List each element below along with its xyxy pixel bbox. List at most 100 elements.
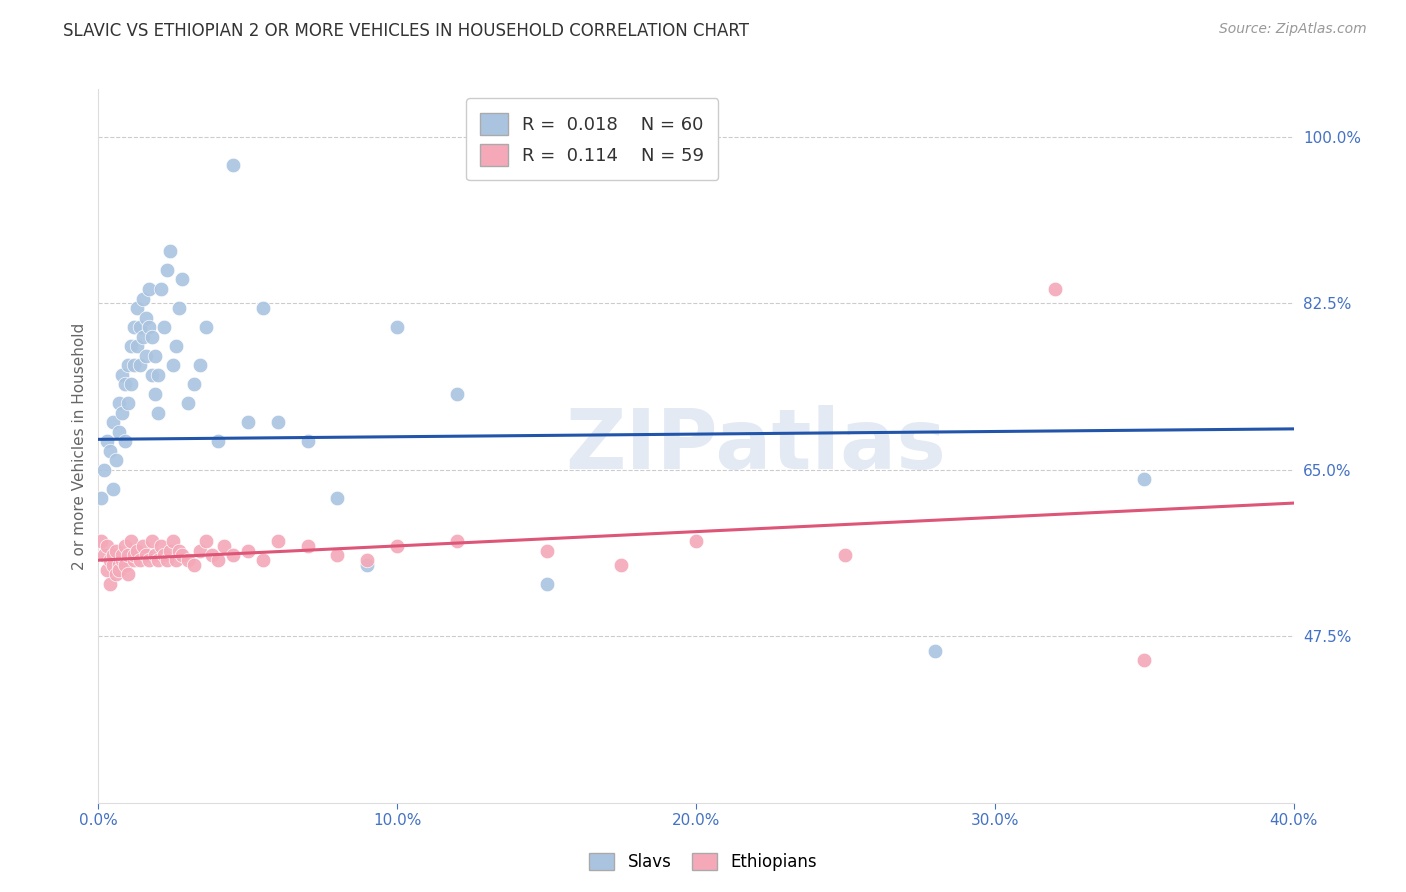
Point <box>127 339 149 353</box>
Y-axis label: 2 or more Vehicles in Household: 2 or more Vehicles in Household <box>72 322 87 570</box>
Point <box>96 563 118 577</box>
Point <box>183 377 205 392</box>
Point <box>143 349 166 363</box>
Point <box>188 543 211 558</box>
Point <box>114 539 136 553</box>
Point <box>222 549 245 563</box>
Point <box>183 558 205 572</box>
Point <box>103 415 125 429</box>
Point <box>156 263 179 277</box>
Point <box>172 272 194 286</box>
Point <box>129 553 152 567</box>
Point <box>446 534 468 549</box>
Point <box>96 539 118 553</box>
Point <box>167 543 190 558</box>
Point <box>148 553 170 567</box>
Point <box>385 539 409 553</box>
Point <box>172 549 194 563</box>
Point <box>207 434 229 449</box>
Point <box>153 320 176 334</box>
Point <box>127 301 149 315</box>
Point <box>167 301 190 315</box>
Point <box>267 415 290 429</box>
Point <box>536 543 558 558</box>
Point <box>685 534 707 549</box>
Point <box>1133 472 1156 486</box>
Point <box>188 358 211 372</box>
Point <box>141 368 163 382</box>
Point <box>105 453 128 467</box>
Point <box>98 577 122 591</box>
Point <box>141 329 163 343</box>
Point <box>252 553 274 567</box>
Point <box>96 434 118 449</box>
Point <box>90 534 112 549</box>
Point <box>117 567 139 582</box>
Point <box>93 463 115 477</box>
Point <box>385 320 409 334</box>
Point <box>132 292 155 306</box>
Point <box>103 558 125 572</box>
Point <box>138 553 160 567</box>
Point <box>150 539 173 553</box>
Point <box>297 434 319 449</box>
Point <box>1043 282 1066 296</box>
Point <box>1133 653 1156 667</box>
Point <box>834 549 856 563</box>
Point <box>120 339 142 353</box>
Point <box>159 244 181 258</box>
Point <box>236 543 259 558</box>
Legend: R =  0.018    N = 60, R =  0.114    N = 59: R = 0.018 N = 60, R = 0.114 N = 59 <box>465 98 718 180</box>
Point <box>148 406 170 420</box>
Point <box>111 553 134 567</box>
Text: SLAVIC VS ETHIOPIAN 2 OR MORE VEHICLES IN HOUSEHOLD CORRELATION CHART: SLAVIC VS ETHIOPIAN 2 OR MORE VEHICLES I… <box>63 22 749 40</box>
Point <box>105 567 128 582</box>
Point <box>356 553 378 567</box>
Point <box>177 553 200 567</box>
Point <box>105 543 128 558</box>
Point <box>135 349 157 363</box>
Point <box>162 358 184 372</box>
Point <box>98 443 122 458</box>
Point <box>93 549 115 563</box>
Point <box>124 553 146 567</box>
Point <box>111 368 134 382</box>
Point <box>132 329 155 343</box>
Point <box>143 386 166 401</box>
Point <box>212 539 235 553</box>
Point <box>120 377 142 392</box>
Point <box>165 553 187 567</box>
Point <box>297 539 319 553</box>
Point <box>148 368 170 382</box>
Point <box>159 543 181 558</box>
Point <box>207 553 229 567</box>
Point <box>195 534 218 549</box>
Point <box>132 539 155 553</box>
Point <box>135 549 157 563</box>
Point <box>124 358 146 372</box>
Point <box>326 549 349 563</box>
Point <box>124 320 146 334</box>
Point <box>103 482 125 496</box>
Point <box>201 549 224 563</box>
Point <box>195 320 218 334</box>
Point <box>156 553 179 567</box>
Point <box>138 282 160 296</box>
Point <box>117 358 139 372</box>
Point <box>103 549 125 563</box>
Point <box>117 549 139 563</box>
Point <box>114 377 136 392</box>
Point <box>252 301 274 315</box>
Point <box>150 282 173 296</box>
Point <box>90 491 112 506</box>
Point <box>267 534 290 549</box>
Point <box>129 358 152 372</box>
Point <box>108 425 131 439</box>
Point <box>153 549 176 563</box>
Text: Source: ZipAtlas.com: Source: ZipAtlas.com <box>1219 22 1367 37</box>
Point <box>114 434 136 449</box>
Point <box>236 415 259 429</box>
Point <box>222 158 245 172</box>
Text: ZIPatlas: ZIPatlas <box>565 406 946 486</box>
Point <box>127 543 149 558</box>
